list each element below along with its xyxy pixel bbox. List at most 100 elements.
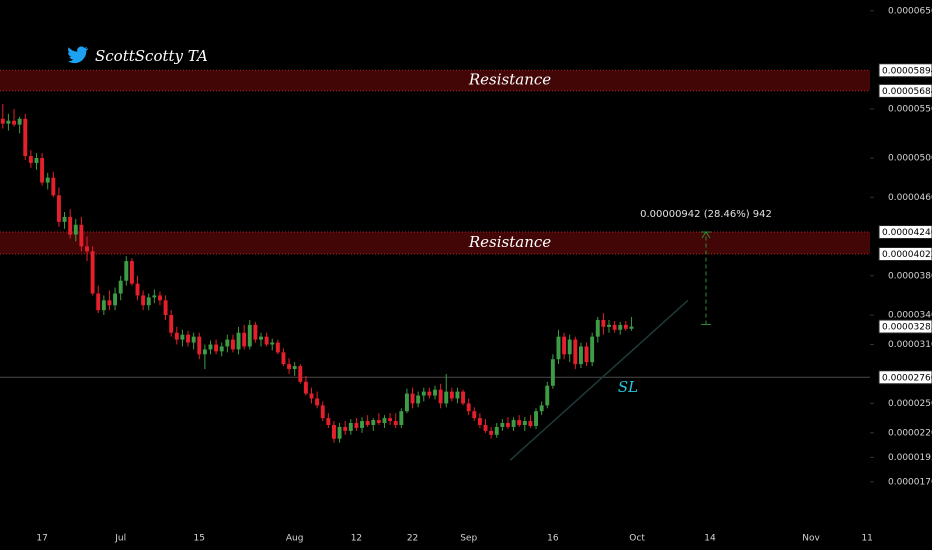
x-tick-label: Jul (114, 534, 126, 544)
price-box-label: 0.00005894 (882, 66, 932, 76)
candle-body (202, 349, 207, 355)
candle-body (332, 424, 336, 439)
price-box-label: 0.00005684 (882, 87, 932, 97)
candle-body (259, 336, 263, 340)
support-line (509, 299, 689, 461)
candle-body (438, 389, 443, 404)
candle-body (410, 393, 415, 404)
price-box (878, 319, 932, 334)
candle-body (433, 389, 437, 396)
candle-body (96, 293, 101, 311)
x-tick-label: 11 (861, 534, 872, 544)
candle-body (253, 324, 258, 340)
candle-body (270, 342, 275, 345)
x-tick-label: Nov (802, 534, 820, 544)
candle-body (556, 336, 561, 360)
candle-body (449, 391, 454, 399)
price-box (878, 63, 932, 78)
candle-body (326, 418, 331, 425)
candle-body (186, 334, 190, 343)
candle-body (444, 391, 449, 404)
twitter-logo (68, 46, 89, 64)
candle-body (34, 158, 39, 163)
candle-body (528, 421, 533, 426)
y-tick-label: 0.00002200 (888, 428, 932, 438)
candle-body (382, 418, 387, 424)
x-tick-label: Aug (286, 534, 304, 544)
candle-body (163, 300, 168, 316)
candle-body (68, 216, 73, 235)
candle-body (275, 342, 280, 353)
x-tick-label: 14 (704, 534, 716, 544)
candle-body (376, 420, 381, 424)
candle-body (562, 336, 567, 355)
price-box-label: 0.00003283 (882, 323, 932, 333)
y-tick-label: 0.00003400 (888, 311, 932, 321)
y-tick-label: 0.00005000 (888, 154, 932, 164)
candle-body (208, 344, 213, 350)
candle-body (197, 336, 202, 355)
candle-body (590, 336, 595, 363)
x-tick-label: 15 (194, 534, 205, 544)
candle-body (0, 118, 5, 124)
candle-body (141, 295, 146, 306)
candle-body (360, 421, 364, 428)
candle-body (135, 283, 140, 296)
candle-body (118, 280, 123, 294)
candle-body (51, 177, 56, 196)
candle-body (73, 224, 78, 235)
price-box-label: 0.00004246 (882, 228, 932, 238)
candle-body (124, 261, 129, 281)
candle-body (28, 156, 33, 163)
x-tick-label: Oct (629, 534, 645, 544)
candle-body (169, 315, 174, 333)
candle-body (466, 403, 471, 412)
candle-body (629, 326, 634, 329)
candle-body (567, 339, 572, 355)
candle-body (298, 366, 303, 382)
candle-body (23, 118, 28, 157)
candle-body (545, 385, 550, 406)
candle-body (12, 120, 16, 125)
resistance-zone (0, 70, 870, 91)
x-tick-label: 22 (407, 534, 418, 544)
candle-body (113, 293, 118, 306)
candle-body (214, 344, 219, 352)
candle-body (101, 300, 106, 311)
y-tick-label: 0.00006500 (888, 6, 932, 16)
candle-body (303, 381, 308, 394)
candle-body (522, 421, 527, 425)
price-box-label: 0.00004022 (882, 250, 932, 260)
candle-body (371, 420, 376, 425)
candle-body (388, 418, 393, 422)
candle-body (399, 411, 404, 425)
candle-body (242, 332, 247, 347)
candle-body (62, 216, 67, 222)
candle-body (595, 319, 600, 337)
price-box (878, 247, 932, 262)
candle-body (584, 346, 589, 363)
measure-label: 0.00000942 (28.46%) 942 (640, 209, 772, 220)
y-tick-label: 0.00001950 (888, 453, 932, 463)
zone-label: Resistance (468, 71, 551, 89)
price-box (878, 83, 932, 98)
candle-body (511, 420, 516, 427)
candle-body (40, 158, 45, 183)
candle-body (17, 118, 22, 125)
candle-body (45, 177, 50, 183)
candle-body (90, 251, 95, 294)
candle-body (85, 246, 89, 252)
y-tick-label: 0.00003100 (888, 340, 932, 350)
candle-body (315, 398, 320, 406)
candle-body (607, 324, 611, 327)
candle-body (573, 339, 578, 365)
candle-body (618, 324, 623, 330)
candle-body (343, 426, 348, 431)
candle-body (494, 426, 499, 435)
candle-body (292, 366, 297, 370)
candle-body (79, 224, 84, 247)
candle-body (320, 405, 325, 419)
candle-body (337, 426, 342, 439)
